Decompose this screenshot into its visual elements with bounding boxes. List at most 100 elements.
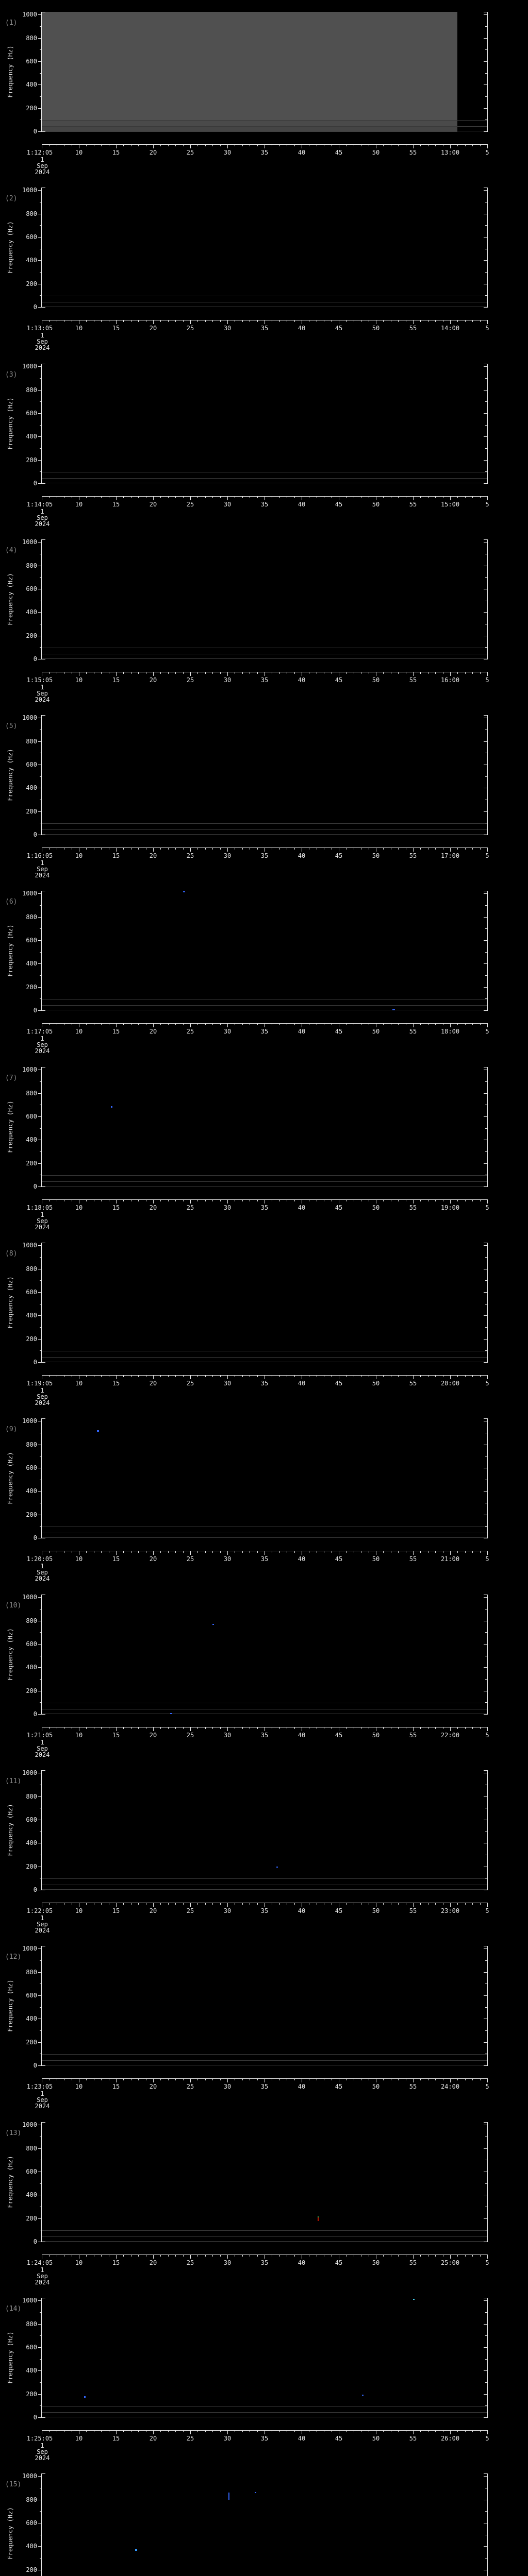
x-tick-label: 55 (409, 2435, 417, 2442)
y-tick-label: 600 (26, 1464, 37, 1471)
x-axis-tick (227, 848, 228, 852)
y-axis-tick (40, 2183, 41, 2184)
x-tick-label: 45 (335, 1028, 343, 1035)
y-axis-tick (38, 2546, 41, 2547)
x-axis-tick (450, 1551, 451, 1555)
x-axis-tick (465, 145, 466, 146)
y-axis-tick (40, 1702, 41, 1703)
x-tick-label: 20 (149, 1907, 157, 1914)
x-axis-tick (227, 2255, 228, 2259)
x-axis-tick (257, 497, 258, 498)
y-axis-tick (38, 1948, 41, 1949)
spectrogram-panel: (14) 0 200 400 600 800 1000 Frequency (Hz) 1:25:… (0, 2286, 528, 2462)
y-axis-line (41, 2298, 42, 2418)
right-axis-line (487, 1418, 488, 1538)
right-axis-tick (485, 1280, 487, 1281)
x-tick-label: 25 (186, 2083, 194, 2090)
x-tick-label: 30 (223, 1204, 232, 1211)
date-year-label: 2024 (35, 1927, 50, 1934)
date-day-label: 1 (40, 156, 44, 163)
y-axis-tick (38, 1995, 41, 1996)
x-axis-tick (86, 1200, 87, 1201)
x-tick-label: 5 (485, 501, 489, 508)
x-axis-tick (101, 2431, 102, 2432)
x-tick-label: 20 (149, 149, 157, 156)
x-axis-tick (175, 1551, 176, 1553)
x-tick-label: 45 (335, 1907, 343, 1914)
x-tick-label: 25 (186, 2259, 194, 2266)
x-axis-tick (457, 2255, 458, 2257)
x-axis-tick (168, 1024, 169, 1025)
y-axis-tick (38, 108, 41, 109)
y-axis-top-cap (41, 2122, 45, 2123)
y-tick-label: 400 (26, 608, 37, 616)
x-axis-tick (86, 848, 87, 850)
right-axis-line (487, 891, 488, 1011)
x-axis-tick (212, 1903, 213, 1905)
x-tick-label: 20 (149, 1204, 157, 1211)
y-axis-tick (40, 1081, 41, 1082)
right-axis-tick (484, 2218, 487, 2219)
x-tick-label: 15 (112, 325, 120, 332)
right-axis-tick (484, 413, 487, 414)
x-axis-tick (153, 1376, 154, 1379)
x-tick-label: 55 (409, 1204, 417, 1211)
right-axis-bottom-cap (484, 1010, 488, 1011)
right-axis-tick (485, 425, 487, 426)
y-axis-bottom-cap (41, 483, 45, 484)
x-axis-tick (472, 2079, 473, 2080)
x-tick-label: 5 (485, 1555, 489, 1563)
right-axis-top-cap (484, 2473, 488, 2474)
x-axis-tick (383, 2079, 384, 2080)
right-axis-tick (484, 260, 487, 261)
y-tick-label: 1000 (22, 890, 37, 897)
x-axis-tick (168, 1903, 169, 1905)
right-axis-tick (485, 2312, 487, 2313)
y-axis-tick (40, 1526, 41, 1527)
x-tick-label: 30 (223, 676, 232, 684)
y-axis-tick (38, 1667, 41, 1668)
x-axis-tick (183, 2255, 184, 2257)
x-tick-label: 25 (186, 501, 194, 508)
x-start-time-label: 1:20:05 (26, 1555, 53, 1563)
x-tick-label: 40 (298, 1204, 306, 1211)
y-axis-bottom-cap (41, 2417, 45, 2418)
x-axis-tick (257, 672, 258, 674)
spectrogram-panel: (4) 0 200 400 600 800 1000 Frequency (Hz) 1:15:0… (0, 528, 528, 704)
x-axis-tick (420, 1551, 421, 1553)
x-tick-label: 20 (149, 2435, 157, 2442)
right-axis-line (487, 2122, 488, 2242)
x-axis-tick (212, 145, 213, 146)
frequency-gridline (42, 829, 487, 830)
x-axis-tick (101, 497, 102, 498)
x-axis-tick (205, 320, 206, 322)
y-axis-tick (38, 460, 41, 461)
right-axis-tick (485, 647, 487, 648)
x-axis-tick (168, 1376, 169, 1377)
x-tick-label: 35 (260, 149, 269, 156)
x-tick-label: 22:00 (440, 1732, 460, 1739)
x-tick-label: 45 (335, 501, 343, 508)
y-axis-tick (38, 2148, 41, 2149)
x-axis-tick (480, 1903, 481, 1905)
x-axis-tick (86, 672, 87, 674)
x-axis-tick (138, 320, 139, 322)
x-axis-tick (227, 1024, 228, 1027)
date-month-label: Sep (37, 1217, 48, 1225)
x-axis-tick (175, 320, 176, 322)
y-axis-top-cap (41, 715, 45, 716)
y-tick-label: 400 (26, 2191, 37, 2198)
x-axis-tick (212, 1200, 213, 1201)
panel-number-label: (11) (5, 1777, 22, 1785)
x-axis-tick (413, 2431, 414, 2434)
frequency-gridline (42, 2060, 487, 2061)
x-tick-label: 10 (75, 1555, 83, 1563)
x-axis-tick (205, 1727, 206, 1729)
x-axis-tick (457, 672, 458, 674)
x-axis-tick (153, 2079, 154, 2082)
x-axis-tick (197, 320, 198, 322)
x-tick-label: 45 (335, 2259, 343, 2266)
y-axis-top-cap (41, 2473, 45, 2474)
x-tick-label: 30 (223, 149, 232, 156)
y-tick-label: 0 (33, 1007, 37, 1014)
